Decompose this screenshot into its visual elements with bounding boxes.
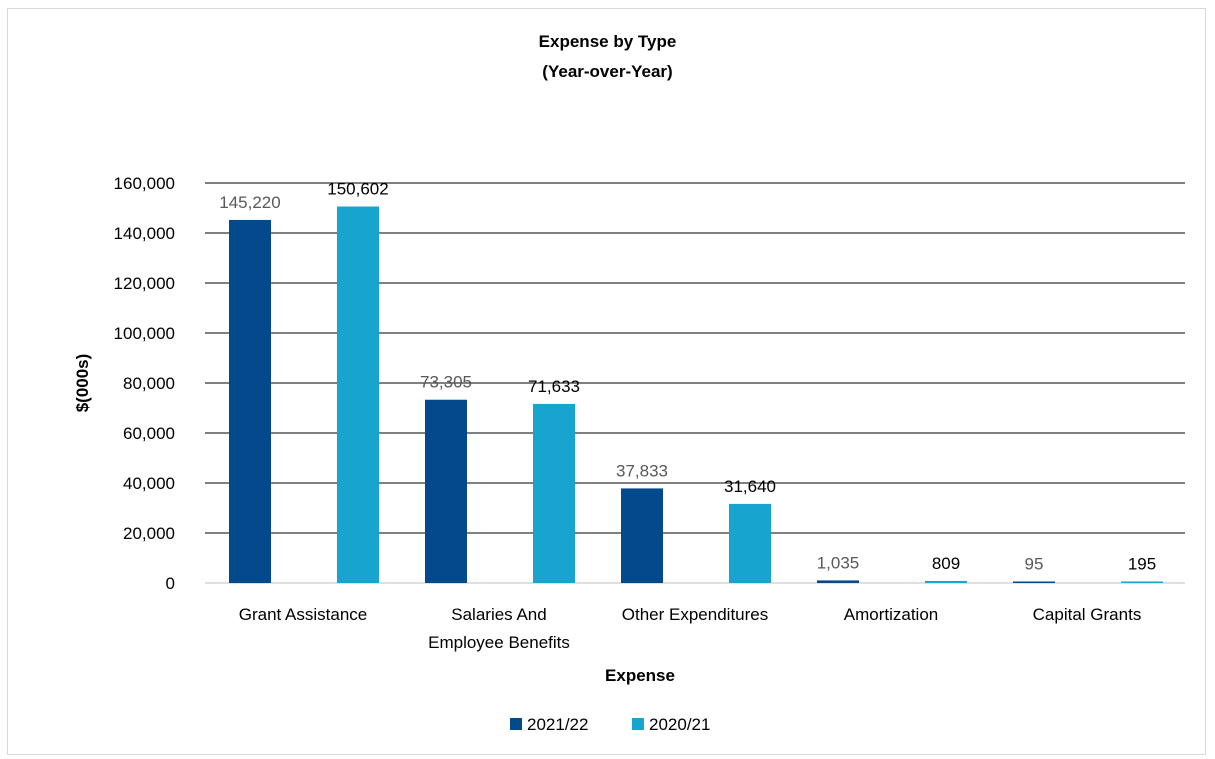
- data-label: 37,833: [616, 461, 668, 480]
- y-tick-label: 160,000: [114, 174, 175, 193]
- y-axis-label: $(000s): [73, 354, 92, 413]
- data-label: 145,220: [219, 193, 280, 212]
- data-label: 73,305: [420, 373, 472, 392]
- bar: [925, 580, 967, 583]
- bar: [621, 488, 663, 583]
- bar: [337, 206, 379, 583]
- x-axis-label: Expense: [605, 666, 675, 685]
- y-tick-label: 140,000: [114, 224, 175, 243]
- data-label: 71,633: [528, 377, 580, 396]
- x-tick-label: Grant Assistance: [239, 605, 368, 624]
- legend-swatch: [510, 718, 522, 730]
- bar: [1013, 581, 1055, 583]
- data-label: 31,640: [724, 477, 776, 496]
- x-tick-label: Capital Grants: [1033, 605, 1142, 624]
- bar: [229, 219, 271, 583]
- bar: [533, 403, 575, 583]
- bar: [1121, 581, 1163, 583]
- data-label: 1,035: [817, 553, 860, 572]
- x-tick-label: Other Expenditures: [622, 605, 768, 624]
- x-tick-label: Amortization: [844, 605, 938, 624]
- legend-swatch: [632, 718, 644, 730]
- chart-title: Expense by Type: [538, 32, 677, 51]
- y-tick-label: 80,000: [123, 374, 175, 393]
- data-label: 195: [1128, 555, 1156, 574]
- data-label: 150,602: [327, 179, 388, 198]
- y-tick-label: 40,000: [123, 474, 175, 493]
- bar: [425, 399, 467, 583]
- y-tick-label: 60,000: [123, 424, 175, 443]
- data-label: 809: [932, 554, 960, 573]
- x-tick-label: Employee Benefits: [428, 633, 570, 652]
- y-tick-label: 100,000: [114, 324, 175, 343]
- chart-frame: [7, 8, 1206, 755]
- data-label: 95: [1025, 555, 1044, 574]
- y-tick-label: 20,000: [123, 524, 175, 543]
- bar: [729, 503, 771, 583]
- x-tick-label: Salaries And: [451, 605, 546, 624]
- bar: [817, 580, 859, 583]
- chart-subtitle: (Year-over-Year): [542, 62, 673, 81]
- y-tick-label: 0: [166, 574, 175, 593]
- legend-label: 2020/21: [649, 715, 710, 734]
- y-tick-label: 120,000: [114, 274, 175, 293]
- legend-label: 2021/22: [527, 715, 588, 734]
